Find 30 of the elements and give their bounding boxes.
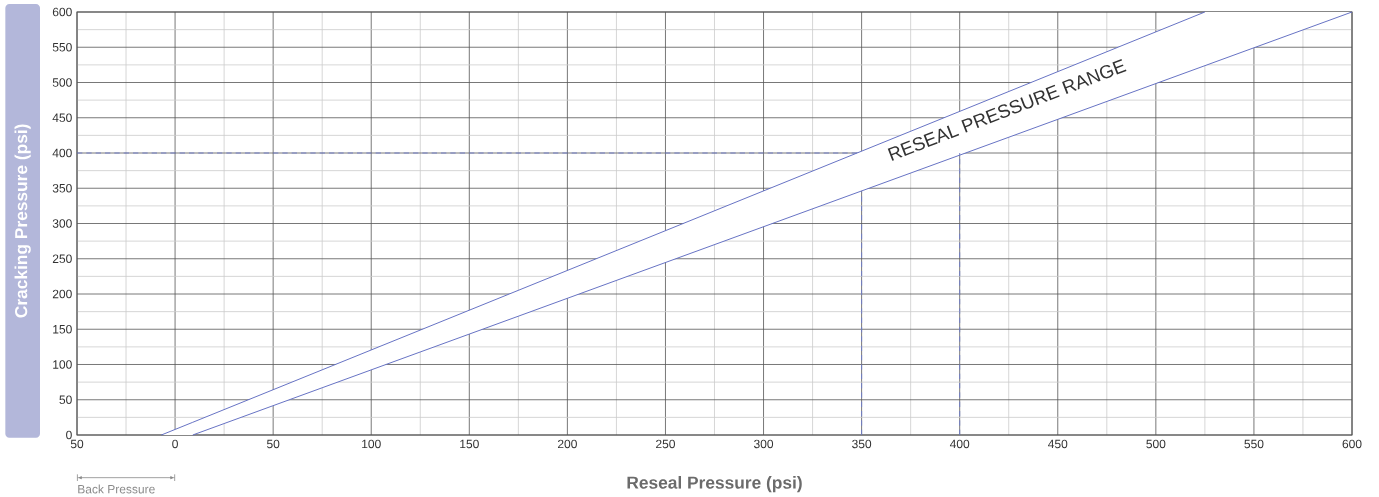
y-tick-label: 300 (52, 219, 72, 228)
y-tick-label: 600 (52, 7, 72, 17)
y-tick-label: 100 (53, 360, 72, 369)
y-tick-label: 200 (52, 289, 72, 299)
x-tick-label: 500 (1146, 439, 1166, 449)
x-axis-title: Reseal Pressure (psi) (627, 476, 802, 493)
y-tick-label: 400 (52, 148, 72, 158)
y-axis-title: Cracking Pressure (psi) (14, 124, 31, 318)
y-tick-label: 350 (52, 184, 72, 193)
y-tick-label: 250 (52, 254, 72, 264)
x-tick-label: 50 (266, 439, 280, 449)
x-tick-label: 350 (852, 439, 872, 449)
x-tick-label: 0 (172, 439, 178, 449)
x-tick-label: 400 (949, 439, 970, 449)
x-tick-label: 550 (1244, 439, 1264, 449)
text: Back Pressure (78, 484, 155, 494)
x-tick-label: 100 (362, 439, 381, 449)
x-tick-label: 600 (1342, 439, 1362, 449)
x-tick-label: 50 (70, 439, 84, 449)
x-tick-label: 200 (557, 439, 577, 449)
y-tick-label: 500 (52, 78, 72, 87)
y-tick-label: 450 (52, 113, 72, 123)
y-tick-label: 550 (52, 43, 72, 52)
x-tick-label: 150 (460, 439, 479, 449)
y-tick-label: 50 (59, 395, 72, 405)
y-tick-label: 150 (53, 325, 72, 334)
x-tick-label: 300 (753, 439, 774, 449)
x-tick-label: 250 (656, 439, 676, 449)
y-tick-label: 0 (66, 430, 72, 440)
x-tick-label: 450 (1048, 439, 1068, 449)
